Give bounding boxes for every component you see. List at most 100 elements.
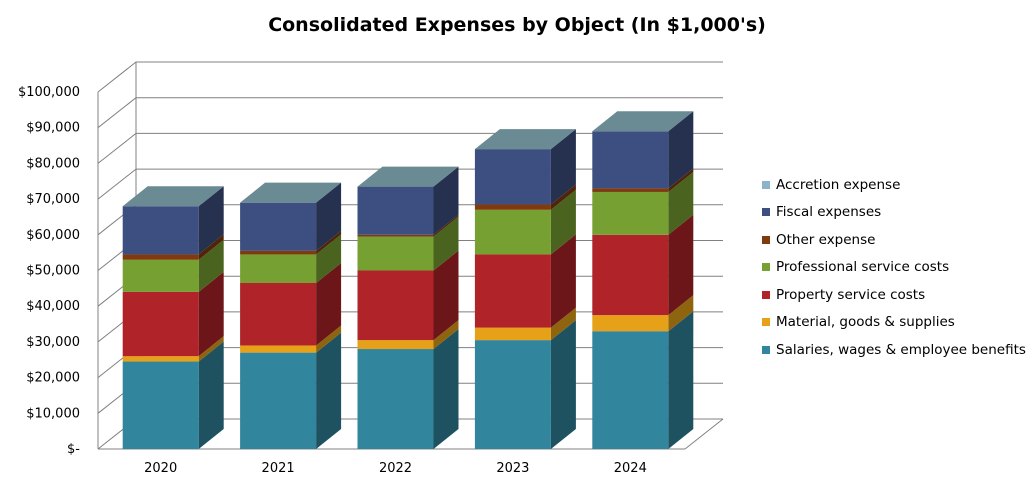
legend-label: Accretion expense bbox=[776, 176, 901, 193]
bar-side bbox=[198, 341, 224, 449]
y-tick-label: $- bbox=[67, 442, 80, 457]
bar-segment bbox=[474, 340, 551, 449]
bar-side bbox=[668, 214, 694, 316]
bar-side bbox=[198, 234, 224, 260]
bar-side bbox=[668, 168, 694, 192]
bar-side bbox=[433, 250, 459, 341]
y-tick-label: $20,000 bbox=[26, 371, 80, 386]
bar-stack-2023 bbox=[474, 129, 576, 449]
legend-swatch bbox=[762, 180, 770, 189]
legend-item: Other expense bbox=[762, 226, 1034, 254]
bar-side bbox=[550, 184, 576, 210]
bar-side bbox=[198, 186, 224, 255]
bar-side bbox=[316, 325, 342, 353]
bar-segment bbox=[122, 206, 199, 255]
legend-label: Material, goods & supplies bbox=[776, 314, 955, 331]
legend-swatch bbox=[762, 290, 770, 299]
bar-stack-2020 bbox=[122, 186, 224, 449]
x-tick-label: 2022 bbox=[379, 461, 412, 476]
legend-item: Salaries, wages & employee benefits bbox=[762, 336, 1034, 364]
y-tick-label: $80,000 bbox=[26, 156, 80, 171]
bar-side bbox=[668, 171, 694, 235]
legend: Accretion expense Fiscal expenses Other ex… bbox=[762, 171, 1034, 364]
bar-segment bbox=[240, 282, 317, 346]
bar-side bbox=[433, 166, 459, 235]
bar-side bbox=[433, 214, 459, 237]
legend-swatch bbox=[762, 208, 770, 217]
legend-swatch bbox=[762, 318, 770, 327]
y-tick-label: $70,000 bbox=[26, 192, 80, 207]
bar-side bbox=[316, 182, 342, 251]
legend-swatch bbox=[762, 263, 770, 272]
x-tick-label: 2023 bbox=[496, 461, 529, 476]
x-tick-label: 2024 bbox=[614, 461, 647, 476]
bar-side bbox=[433, 216, 459, 271]
bar-segment bbox=[240, 254, 317, 283]
bar-segment bbox=[474, 327, 551, 341]
bar-segment bbox=[474, 204, 551, 210]
bar-segment bbox=[122, 361, 199, 449]
y-tick-label: $90,000 bbox=[26, 121, 80, 136]
bar-segment bbox=[357, 236, 434, 271]
bar-side bbox=[316, 230, 342, 255]
bar-stack-2024 bbox=[592, 111, 694, 449]
bar-top bbox=[592, 111, 694, 132]
floor-right-edge bbox=[684, 418, 724, 450]
x-tick-label: 2021 bbox=[262, 461, 295, 476]
bar-stack-2021 bbox=[240, 182, 342, 449]
gridline bbox=[97, 61, 723, 93]
bar-side bbox=[550, 129, 576, 205]
bar-side bbox=[198, 239, 224, 292]
legend-item: Professional service costs bbox=[762, 254, 1034, 282]
bar-segment bbox=[240, 352, 317, 449]
bar-segment bbox=[474, 254, 551, 328]
bar-segment bbox=[240, 345, 317, 353]
bar-top bbox=[474, 129, 576, 150]
bar-segment bbox=[592, 234, 669, 316]
bar-side bbox=[550, 320, 576, 449]
bar-side bbox=[316, 332, 342, 449]
legend-label: Professional service costs bbox=[776, 259, 950, 276]
bar-side bbox=[550, 307, 576, 341]
y-tick-label: $50,000 bbox=[26, 264, 80, 279]
chart-title: Consolidated Expenses by Object (In $1,0… bbox=[268, 14, 766, 36]
y-tick-label: $10,000 bbox=[26, 406, 80, 421]
bar-side bbox=[433, 320, 459, 350]
bar-segment bbox=[357, 340, 434, 350]
bar-side bbox=[668, 311, 694, 449]
bar-segment bbox=[592, 191, 669, 235]
bar-segment bbox=[474, 209, 551, 255]
bar-segment bbox=[592, 131, 669, 189]
bar-segment bbox=[357, 186, 434, 235]
bar-side bbox=[668, 295, 694, 332]
bar-segment bbox=[592, 188, 669, 192]
bar-segment bbox=[592, 331, 669, 449]
bar-side bbox=[198, 271, 224, 357]
bar-side bbox=[550, 234, 576, 328]
bar-top bbox=[122, 186, 224, 207]
bars bbox=[122, 111, 694, 449]
bar-side bbox=[316, 262, 342, 346]
y-tick-label: $40,000 bbox=[26, 299, 80, 314]
bar-segment bbox=[357, 349, 434, 449]
bar-segment bbox=[240, 250, 317, 255]
y-axis-ticks: $- $10,000 $20,000 $30,000 $40,000 $50,000 $60… bbox=[18, 85, 80, 457]
bar-side bbox=[550, 189, 576, 255]
x-axis-ticks: 2020 2021 2022 2023 2024 bbox=[144, 461, 647, 476]
legend-item: Property service costs bbox=[762, 281, 1034, 309]
legend-swatch bbox=[762, 345, 770, 354]
bar-segment bbox=[474, 149, 551, 205]
bar-segment bbox=[592, 315, 669, 332]
legend-label: Property service costs bbox=[776, 286, 926, 303]
legend-item: Fiscal expenses bbox=[762, 199, 1034, 227]
bar-segment bbox=[122, 291, 199, 357]
legend-swatch bbox=[762, 235, 770, 244]
bar-segment bbox=[240, 202, 317, 251]
legend-label: Salaries, wages & employee benefits bbox=[776, 341, 1026, 358]
bar-top bbox=[357, 166, 459, 187]
bar-side bbox=[668, 111, 694, 189]
legend-label: Other expense bbox=[776, 231, 876, 248]
bar-segment bbox=[122, 259, 199, 292]
